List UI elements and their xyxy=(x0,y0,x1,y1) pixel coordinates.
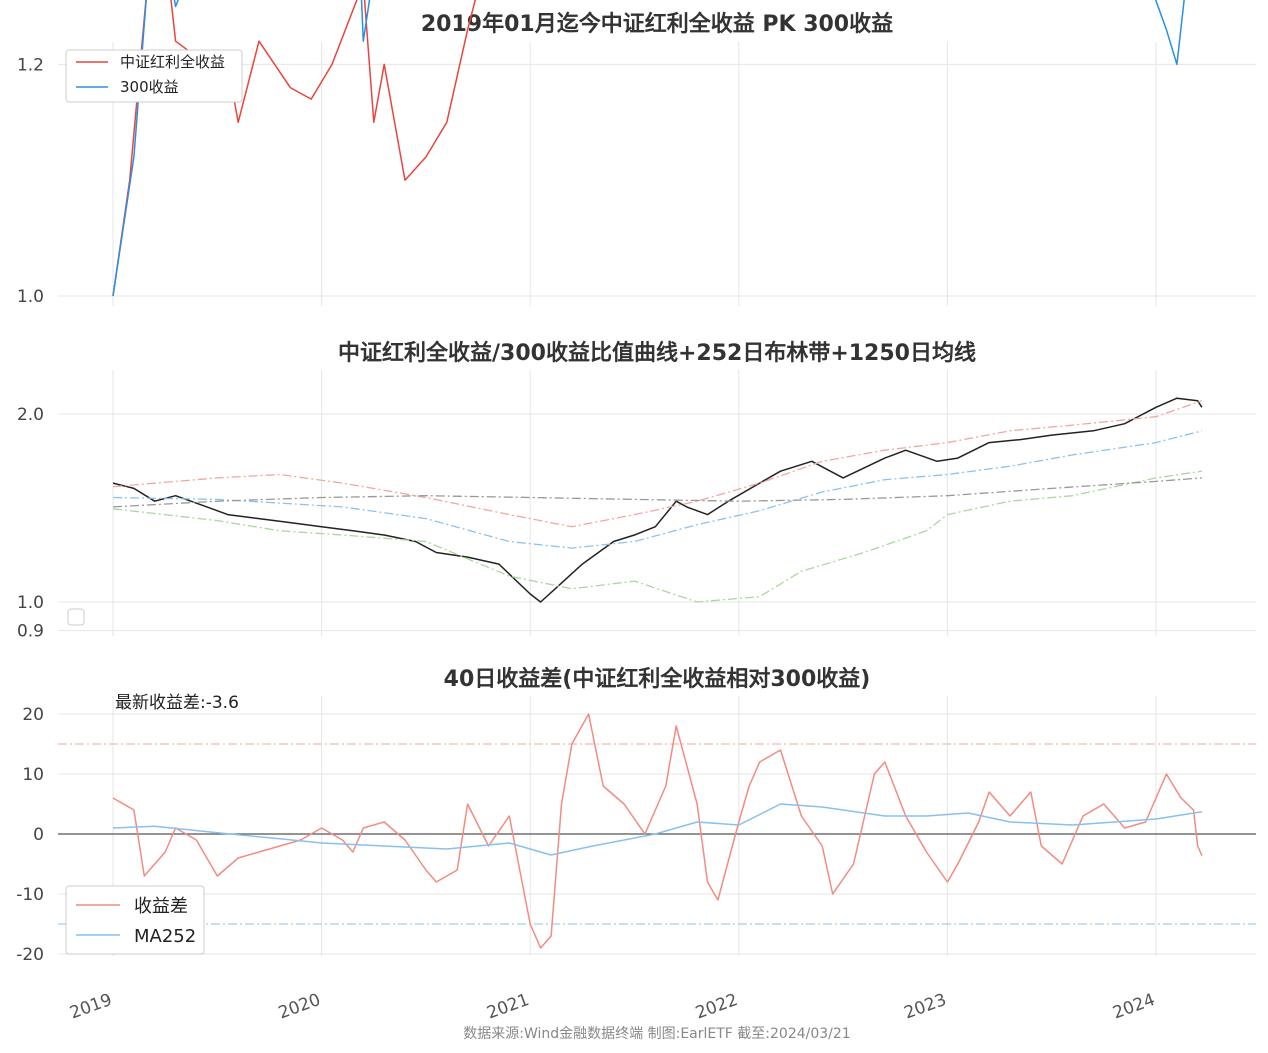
x-tick-label: 2020 xyxy=(276,990,323,1024)
y-tick-label: 1.2 xyxy=(17,55,44,75)
legend-label: 300收益 xyxy=(120,78,179,96)
series-line-bollinger-upper xyxy=(112,400,1203,528)
x-axis: 2019 2020 2021 2022 2023 2024 xyxy=(67,990,1157,1024)
series-line-bollinger-mid xyxy=(112,430,1203,549)
grid xyxy=(58,370,1256,636)
y-tick-label: 20 xyxy=(22,705,44,725)
grid xyxy=(58,696,1256,956)
x-tick-label: 2019 xyxy=(67,990,114,1024)
y-tick-label: 2.0 xyxy=(17,405,44,425)
series-line-300收益 xyxy=(112,0,1185,297)
series-line-ma1250 xyxy=(112,477,1202,508)
legend-box xyxy=(65,49,243,103)
series-line-MA252 xyxy=(112,803,1203,856)
legend-box xyxy=(65,885,205,955)
x-tick-label: 2022 xyxy=(693,990,740,1024)
y-tick-label: 0.9 xyxy=(17,622,44,642)
panel-price-comparison: 2019年01月迄今中证红利全收益 PK 300收益 1.01.21.41.61… xyxy=(17,0,1256,307)
chart-title: 2019年01月迄今中证红利全收益 PK 300收益 xyxy=(421,11,893,37)
y-tick-label: 10 xyxy=(22,765,44,785)
panel-return-diff: 40日收益差(中证红利全收益相对300收益) 最新收益差:-3.6 -20 -10… xyxy=(16,666,1256,965)
chart-title: 中证红利全收益/300收益比值曲线+252日布林带+1250日均线 xyxy=(338,340,976,366)
footer-source: 数据来源:Wind金融数据终端 制图:EarlETF 截至:2024/03/21 xyxy=(463,1026,850,1042)
legend-box-empty xyxy=(67,608,85,626)
legend: 中证红利全收益 300收益 xyxy=(65,49,243,103)
legend: 收益差 MA252 xyxy=(65,885,205,955)
y-tick-label: 1.0 xyxy=(17,593,44,613)
y-tick-label: 0 xyxy=(33,825,44,845)
series-line-bollinger-lower xyxy=(112,470,1202,603)
x-tick-label: 2023 xyxy=(902,990,949,1024)
x-tick-label: 2024 xyxy=(1110,990,1157,1024)
legend-label: 中证红利全收益 xyxy=(120,53,225,71)
series-line-中证红利全收益 xyxy=(112,0,477,297)
series-line-收益差 xyxy=(112,713,1203,949)
panel-ratio-bollinger: 中证红利全收益/300收益比值曲线+252日布林带+1250日均线 0.9 1.0… xyxy=(17,340,1256,642)
y-tick-label: -20 xyxy=(16,945,44,965)
latest-diff-annotation: 最新收益差:-3.6 xyxy=(115,693,239,713)
y-tick-label: 1.0 xyxy=(17,287,44,307)
legend-label: 收益差 xyxy=(134,896,188,917)
x-tick-label: 2021 xyxy=(484,990,531,1024)
chart-title: 40日收益差(中证红利全收益相对300收益) xyxy=(444,666,871,692)
legend-label: MA252 xyxy=(134,926,196,947)
y-tick-label: -10 xyxy=(16,885,44,905)
grid xyxy=(58,42,1256,306)
series-line-ratio xyxy=(112,397,1203,603)
